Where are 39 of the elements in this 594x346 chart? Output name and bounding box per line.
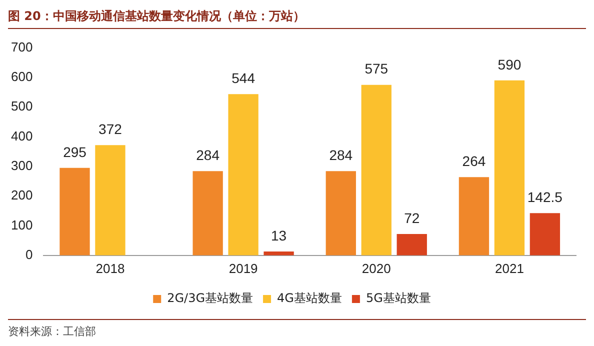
x-tick-label: 2018 <box>96 260 125 276</box>
data-label: 264 <box>462 152 486 169</box>
data-label: 72 <box>404 210 420 226</box>
legend-label: 5G基站数量 <box>366 291 431 306</box>
bar <box>326 171 356 256</box>
y-tick-label: 400 <box>10 128 33 144</box>
bar <box>458 177 490 256</box>
bar <box>95 145 126 256</box>
bar <box>361 84 392 256</box>
bar <box>494 80 525 256</box>
data-label: 142.5 <box>527 189 563 205</box>
bar <box>192 171 223 256</box>
bar <box>264 252 294 256</box>
x-tick-label: 2021 <box>495 260 524 276</box>
y-tick-label: 200 <box>10 188 33 203</box>
legend-label: 2G/3G基站数量 <box>167 291 254 306</box>
data-label: 295 <box>63 144 87 160</box>
y-tick-label: 100 <box>10 217 33 232</box>
legend-label: 4G基站数量 <box>277 291 342 306</box>
data-label: 575 <box>364 60 388 77</box>
bar <box>60 168 90 256</box>
chart-title: 图 20：中国移动通信基站数量变化情况（单位：万站） <box>8 8 586 29</box>
y-tick-label: 0 <box>25 246 33 262</box>
bar <box>228 94 258 256</box>
data-label: 544 <box>232 70 256 86</box>
x-tick-label: 2020 <box>362 260 391 276</box>
text: 资料来源：工信部 <box>8 324 97 339</box>
data-label: 13 <box>271 227 287 244</box>
data-label: 590 <box>498 56 522 72</box>
bar <box>530 213 560 256</box>
data-label: 284 <box>329 147 353 164</box>
y-tick-label: 700 <box>10 39 33 54</box>
y-tick-label: 300 <box>10 158 33 174</box>
y-tick-label: 500 <box>10 98 33 114</box>
bar <box>396 234 427 256</box>
x-tick-label: 2019 <box>228 260 258 276</box>
data-label: 372 <box>98 120 122 137</box>
data-label: 284 <box>196 147 220 164</box>
y-tick-label: 600 <box>10 69 33 84</box>
